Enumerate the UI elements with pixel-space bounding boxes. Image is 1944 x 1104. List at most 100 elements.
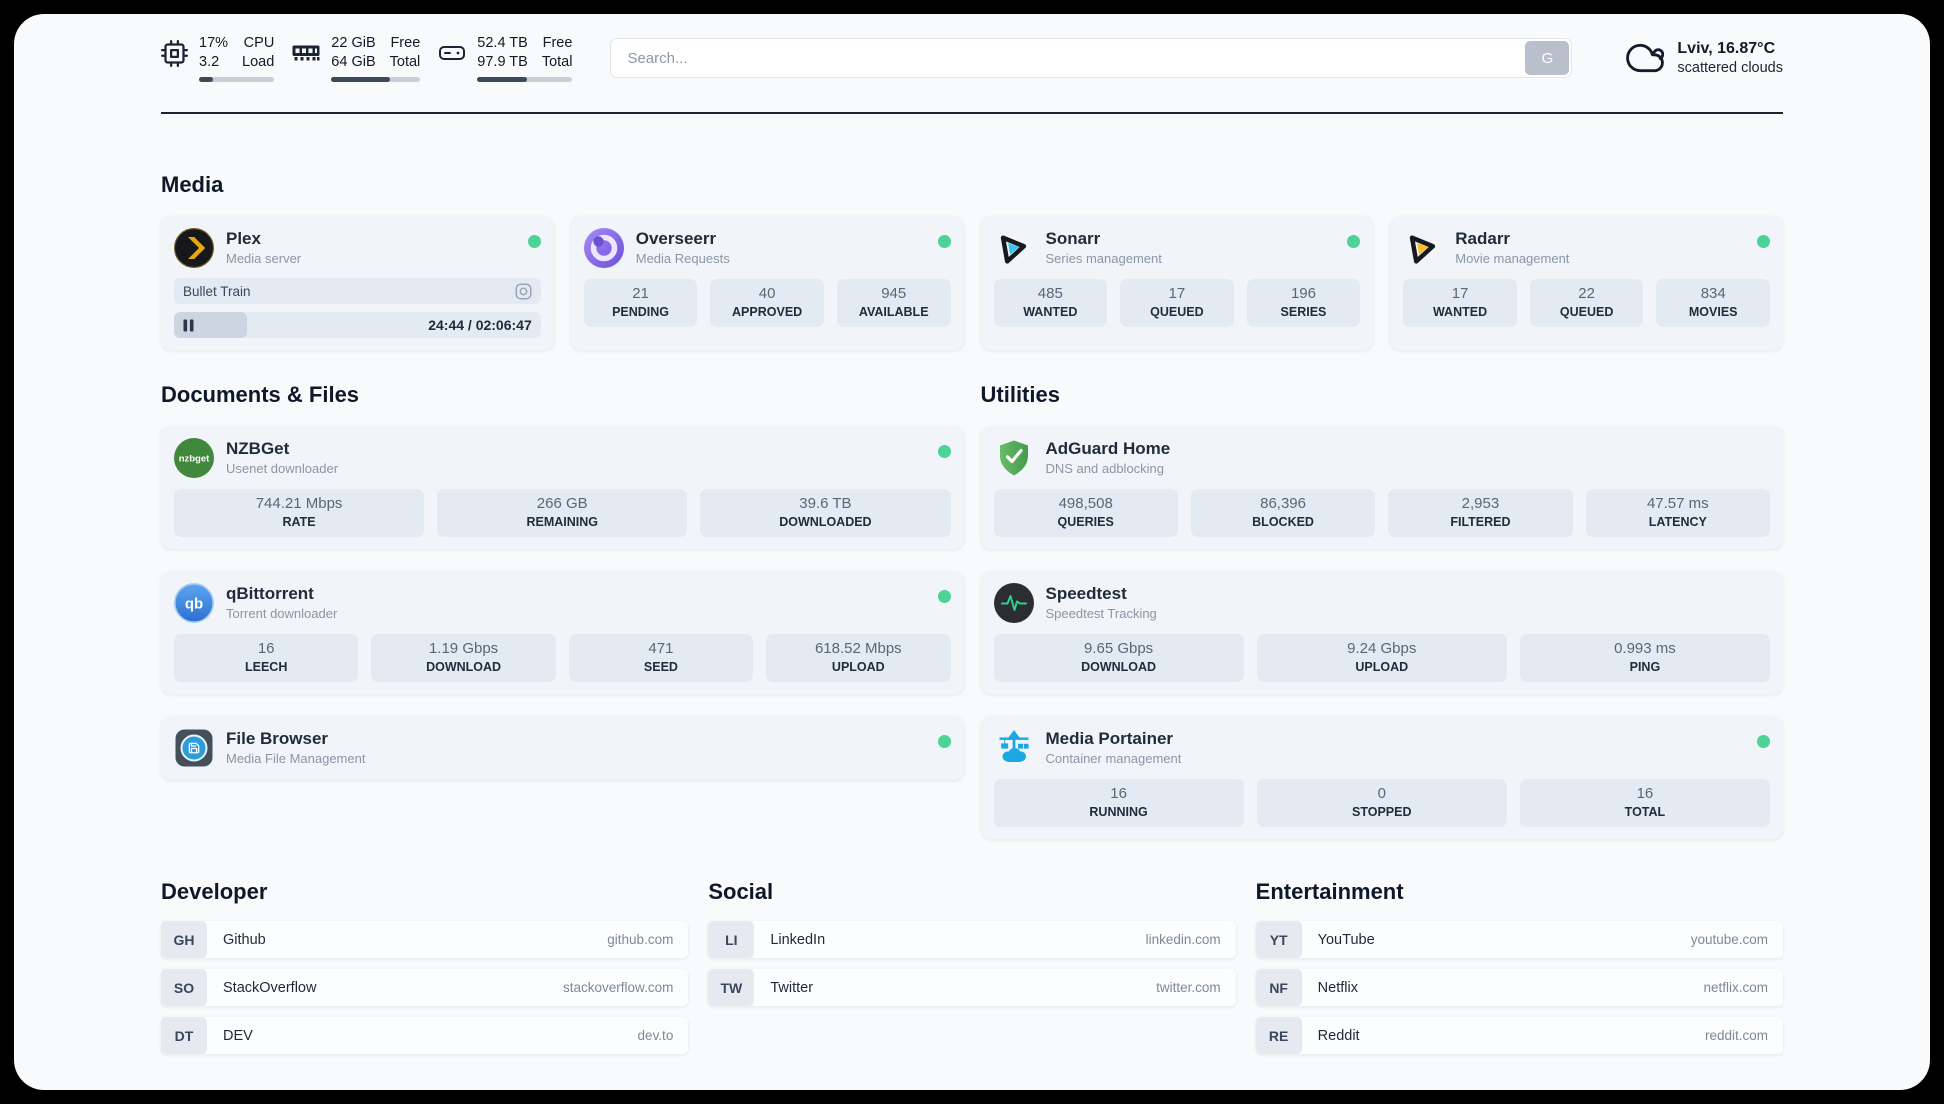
cpu-labels: CPU Load [242, 35, 275, 70]
media-type-icon [515, 282, 532, 300]
sonarr-icon [1000, 235, 1026, 264]
link-badge: LI [708, 921, 755, 958]
stat-tile: 196 SERIES [1246, 279, 1361, 327]
app-name: Sonarr [1045, 229, 1101, 248]
overseerr-icon [583, 228, 624, 268]
playback-time: 24:44 / 02:06:47 [428, 317, 532, 333]
link-github[interactable]: GH Github github.com [161, 921, 689, 958]
stat-tile: 16 LEECH [174, 634, 359, 682]
app-card-speedtest[interactable]: Speedtest Speedtest Tracking 9.65 Gbps DO… [980, 571, 1783, 694]
stat-tile: 471 SEED [568, 634, 754, 682]
app-card-sonarr[interactable]: Sonarr Series management 485 WANTED 17 QUE… [980, 216, 1374, 350]
link-stackoverflow[interactable]: SO StackOverflow stackoverflow.com [161, 969, 689, 1006]
media-grid: Plex Media server Bullet Train 24:44 / 0… [161, 216, 1783, 350]
link-reddit[interactable]: RE Reddit reddit.com [1255, 1017, 1783, 1054]
svg-text:qb: qb [185, 596, 203, 613]
app-card-adguard[interactable]: AdGuard Home DNS and adblocking 498,508 Q… [980, 426, 1783, 549]
stat-tile: 16 RUNNING [993, 779, 1244, 827]
app-name: File Browser [226, 729, 329, 748]
ram-icon [292, 45, 320, 61]
svg-text:nzbget: nzbget [179, 454, 210, 465]
portainer-icon [999, 730, 1029, 762]
link-url: github.com [607, 932, 674, 947]
app-desc: Media server [226, 251, 302, 266]
section-title-social: Social [708, 879, 774, 904]
link-url: stackoverflow.com [563, 980, 674, 995]
stat-tile: 266 GB REMAINING [437, 489, 688, 537]
section-title-documents: Documents & Files [161, 382, 360, 407]
link-url: netflix.com [1703, 980, 1768, 995]
stat-tile: 40 APPROVED [710, 279, 824, 327]
stat-tile: 47.57 ms LATENCY [1585, 489, 1770, 537]
app-card-plex[interactable]: Plex Media server Bullet Train 24:44 / 0… [161, 216, 554, 350]
ram-values: 22 GiB 64 GiB [331, 35, 376, 70]
link-youtube[interactable]: YT YouTube youtube.com [1255, 921, 1783, 958]
link-name: Github [223, 931, 266, 948]
link-dev[interactable]: DT DEV dev.to [161, 1017, 689, 1054]
app-desc: Usenet downloader [226, 461, 339, 476]
stat-tile: 16 TOTAL [1519, 779, 1770, 827]
stat-tile: 22 QUEUED [1529, 279, 1644, 327]
section-title-utilities: Utilities [980, 382, 1060, 407]
qbittorrent-icon: qb [174, 583, 214, 623]
app-card-filebrowser[interactable]: File Browser Media File Management [161, 716, 964, 780]
link-name: LinkedIn [770, 931, 826, 948]
link-netflix[interactable]: NF Netflix netflix.com [1255, 969, 1783, 1006]
link-url: twitter.com [1156, 980, 1221, 995]
link-linkedin[interactable]: LI LinkedIn linkedin.com [708, 921, 1236, 958]
link-twitter[interactable]: TW Twitter twitter.com [708, 969, 1236, 1006]
stat-tile: 39.6 TB DOWNLOADED [700, 489, 951, 537]
top-bar: 17% 3.2 CPU Load [161, 14, 1783, 114]
app-card-qbittorrent[interactable]: qb qBittorrent Torrent downloader 16 LEEC… [161, 571, 964, 694]
status-dot [937, 445, 951, 458]
app-name: Media Portainer [1045, 729, 1174, 748]
section-title-entertainment: Entertainment [1255, 879, 1404, 904]
app-desc: Torrent downloader [226, 606, 338, 621]
radarr-icon [1410, 235, 1436, 264]
link-url: reddit.com [1704, 1028, 1768, 1043]
stat-tile: 21 PENDING [583, 279, 698, 327]
link-badge: GH [161, 921, 207, 958]
app-card-overseerr[interactable]: Overseerr Media Requests 21 PENDING 40 APP… [570, 216, 964, 350]
search-input[interactable] [610, 38, 1573, 78]
link-column-social: Social LI LinkedIn linkedin.com TW Twitt… [708, 879, 1236, 1054]
stat-tile: 1.19 Gbps DOWNLOAD [371, 634, 556, 682]
link-name: Reddit [1317, 1027, 1360, 1044]
stat-tile: 0.993 ms PING [1519, 634, 1770, 682]
section-title-media: Media [161, 172, 224, 197]
stat-tile: 618.52 Mbps UPLOAD [766, 634, 951, 682]
stat-tile: 9.65 Gbps DOWNLOAD [993, 634, 1244, 682]
nzbget-icon: nzbget [174, 438, 214, 478]
app-card-radarr[interactable]: Radarr Movie management 17 WANTED 22 QUEUE… [1390, 216, 1783, 350]
stat-tile: 498,508 QUERIES [993, 489, 1178, 537]
weather-condition: scattered clouds [1677, 60, 1783, 76]
adguard-icon [999, 440, 1028, 476]
stat-tile: 485 WANTED [993, 279, 1108, 327]
link-badge: YT [1255, 921, 1302, 958]
pause-icon [183, 319, 194, 331]
stat-tile: 17 WANTED [1403, 279, 1517, 327]
app-desc: Speedtest Tracking [1045, 606, 1157, 621]
app-name: NZBGet [226, 439, 290, 458]
system-stats: 17% 3.2 CPU Load [161, 34, 573, 82]
stat-tile: 17 QUEUED [1120, 279, 1234, 327]
disk-stat: 52.4 TB 97.9 TB Free Total [438, 34, 573, 82]
app-desc: Media Requests [635, 251, 730, 266]
disk-progress-bar [477, 77, 573, 82]
search-engine-button[interactable]: G [1525, 41, 1570, 75]
link-badge: TW [708, 969, 755, 1006]
plex-icon [174, 228, 214, 268]
app-card-portainer[interactable]: Media Portainer Container management 16 R… [980, 716, 1783, 839]
link-column-developer: Developer GH Github github.com SO StackO… [161, 879, 689, 1054]
link-url: youtube.com [1690, 932, 1768, 947]
link-name: DEV [223, 1027, 253, 1044]
search: G [610, 38, 1573, 78]
app-card-nzbget[interactable]: nzbget NZBGet Usenet downloader 744.21 M… [161, 426, 964, 549]
status-dot [937, 590, 951, 603]
app-name: Radarr [1455, 229, 1511, 248]
stat-tile: 744.21 Mbps RATE [174, 489, 425, 537]
app-desc: Container management [1045, 751, 1182, 766]
link-name: Twitter [770, 979, 814, 996]
cpu-progress-bar [199, 77, 275, 82]
stat-tile: 834 MOVIES [1656, 279, 1770, 327]
